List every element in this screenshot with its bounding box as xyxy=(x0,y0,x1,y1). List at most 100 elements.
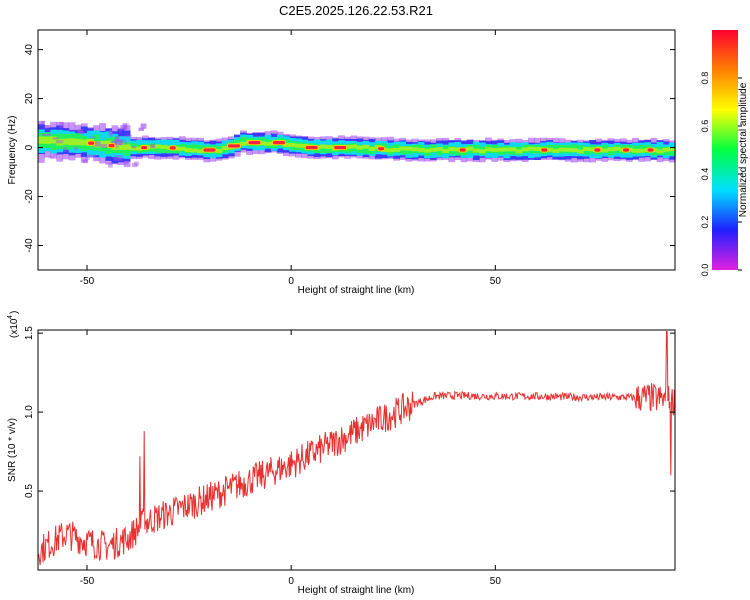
spectrogram-cell xyxy=(521,147,529,152)
spectrogram-y-tick-label: -40 xyxy=(24,238,35,253)
spectrogram-cell xyxy=(607,147,615,152)
snr-panel: -50 0 50 0.5 1.0 1.5 Height of straight line… xyxy=(7,311,676,596)
spectrogram-cell xyxy=(117,143,125,150)
spectrogram-cell xyxy=(295,143,302,148)
spectrogram-cell xyxy=(107,162,113,168)
spectrogram-cell xyxy=(62,138,70,145)
spectrogram-cell xyxy=(325,145,333,149)
spectrogram-cell xyxy=(632,148,639,153)
spectrogram-cell xyxy=(197,145,204,154)
snr-y-label: SNR (10 * v/v) xyxy=(7,418,18,482)
spectrogram-y-label: Frequency (Hz) xyxy=(7,116,18,185)
spectrogram-cell xyxy=(662,147,670,152)
spectrogram-cell xyxy=(82,159,88,164)
spectrogram-x-label: Height of straight line (km) xyxy=(298,285,415,296)
spectrogram-cell xyxy=(118,129,122,132)
spectrogram-cell xyxy=(221,146,229,151)
snr-y-tick-label: 0.5 xyxy=(24,484,35,498)
spectrogram-cell xyxy=(546,147,554,152)
spectrogram-cell xyxy=(509,147,517,152)
spectrogram-cell xyxy=(77,129,83,133)
spectrogram-cell xyxy=(41,120,45,124)
spectrogram-cell xyxy=(136,146,143,151)
spectrogram-cell xyxy=(38,136,45,144)
snr-series-line xyxy=(37,331,676,566)
spectrogram-cell xyxy=(131,162,138,168)
spectrogram-y-tick-label: 0 xyxy=(24,144,35,150)
spectrogram-cell xyxy=(108,131,113,137)
spectrogram-cell xyxy=(528,146,535,151)
snr-x-tick-label: 50 xyxy=(490,576,502,587)
spectrogram-cell xyxy=(100,144,108,148)
spectrogram-cell xyxy=(577,145,584,154)
spectrogram-peak xyxy=(88,141,95,145)
spectrogram-cell xyxy=(283,143,290,147)
spectrogram-cell xyxy=(515,149,523,154)
spectrogram-peak xyxy=(541,148,548,152)
spectrogram-cell xyxy=(44,136,51,144)
spectrogram-cell xyxy=(638,148,645,153)
spectrogram-cell xyxy=(74,139,82,146)
spectrogram-frame xyxy=(37,29,676,271)
spectrogram-cell xyxy=(497,147,505,152)
spectrogram-cell xyxy=(197,149,204,154)
snr-x-tick-label: 0 xyxy=(288,576,294,587)
spectrogram-peak xyxy=(248,141,261,145)
spectrogram-cell xyxy=(589,147,596,152)
spectrogram-cell xyxy=(479,149,486,154)
spectrogram-peak xyxy=(594,148,601,152)
spectrogram-cell xyxy=(344,144,351,149)
spectrogram-cell xyxy=(577,149,584,154)
spectrogram-cell xyxy=(74,146,78,151)
spectrogram-cell xyxy=(356,145,364,150)
spectrogram-cell xyxy=(50,136,57,144)
spectrogram-cell xyxy=(534,147,541,151)
spectrogram-cell xyxy=(69,129,76,132)
spectrogram-cell xyxy=(319,144,327,149)
colorbar-ticks: 0.0 0.2 0.4 0.6 0.8 xyxy=(700,72,742,277)
spectrogram-peak xyxy=(334,145,347,150)
spectrogram-y-tick-label: 20 xyxy=(24,93,35,105)
spectrogram-peak xyxy=(623,148,629,152)
spectrogram-x-tick-label: -50 xyxy=(80,276,95,287)
spectrogram-cell xyxy=(430,147,437,152)
spectrogram-cell xyxy=(558,147,566,152)
spectrogram-peak xyxy=(141,145,148,150)
spectrogram-cell xyxy=(92,141,101,147)
spectrogram-cell xyxy=(154,144,162,149)
spectrogram-cell xyxy=(472,148,480,153)
spectrogram-cell xyxy=(123,160,129,165)
spectrogram-cell xyxy=(668,147,676,152)
spectrogram-peak xyxy=(272,141,285,145)
spectrogram-cell xyxy=(393,147,400,152)
spectrogram-cell xyxy=(44,124,50,130)
colorbar-tick-label: 0.2 xyxy=(700,216,710,229)
spectrogram-cell xyxy=(368,146,376,151)
spectrogram-cell xyxy=(411,147,419,152)
spectrogram-cell xyxy=(123,134,132,138)
spectrogram-cell xyxy=(48,155,55,159)
spectrogram-cell xyxy=(454,147,462,152)
colorbar-tick-label: 0.0 xyxy=(700,264,710,277)
spectrogram-cell xyxy=(129,146,137,151)
spectrogram-cell xyxy=(185,148,192,153)
spectrogram-cell xyxy=(601,148,609,153)
spectrogram-peak xyxy=(378,147,384,151)
spectrogram-cell xyxy=(131,146,136,149)
spectrogram-cell xyxy=(56,138,64,146)
spectrogram-cell xyxy=(570,148,578,153)
spectrogram-cell xyxy=(150,144,156,149)
spectrogram-peak xyxy=(108,143,115,148)
spectrogram-cell xyxy=(87,154,96,157)
spectrogram-cell xyxy=(114,139,123,146)
snr-scale-close: ) xyxy=(9,311,20,314)
spectrogram-cell xyxy=(436,147,443,152)
spectrogram-cell xyxy=(99,140,106,148)
spectrogram-cell xyxy=(240,137,247,146)
spectrogram-cell xyxy=(564,147,572,152)
spectrogram-peak xyxy=(305,145,318,150)
spectrogram-cell xyxy=(552,148,560,153)
spectrogram-cell xyxy=(417,147,425,152)
spectrogram-cell xyxy=(80,139,88,146)
